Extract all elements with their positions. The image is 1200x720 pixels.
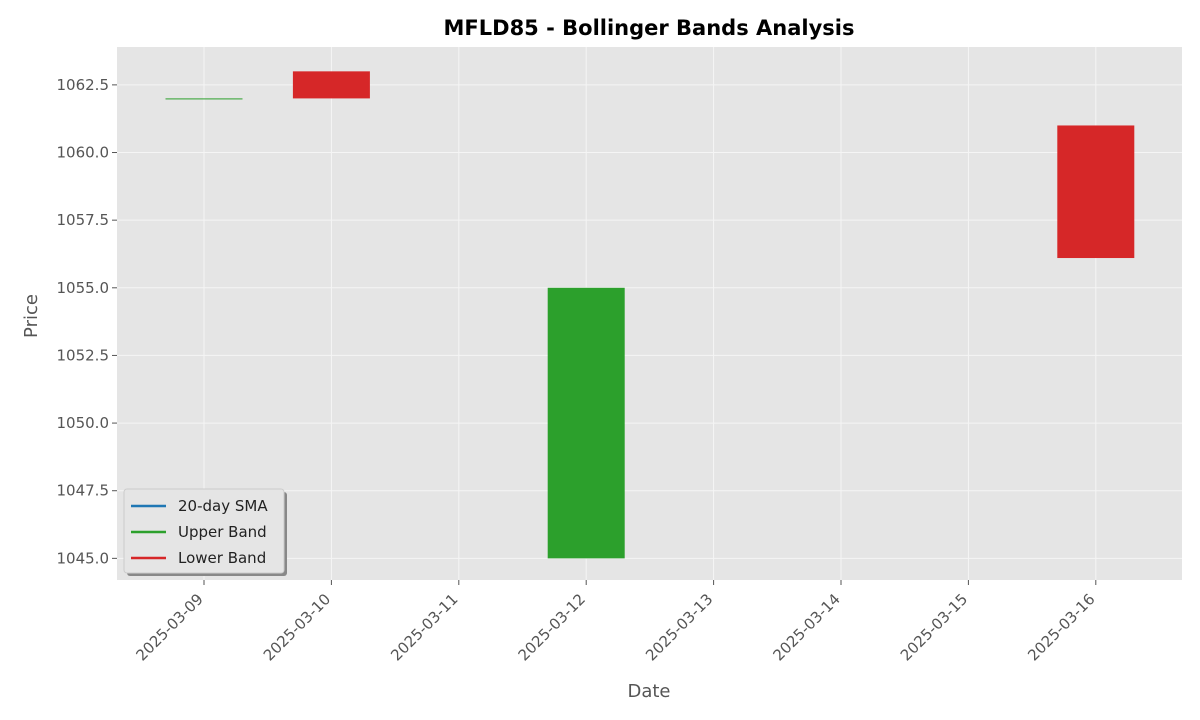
candle-2025-03-09 [165,98,243,100]
y-tick-label: 1047.5 [57,482,110,500]
x-tick-label: 2025-03-09 [132,590,206,664]
y-tick-label: 1060.0 [57,144,110,162]
x-tick-label: 2025-03-10 [260,590,334,664]
x-tick-label: 2025-03-12 [515,590,589,664]
legend-label: Lower Band [178,549,266,567]
chart-title: MFLD85 - Bollinger Bands Analysis [444,16,855,40]
candle-2025-03-12 [547,287,625,559]
x-tick-label: 2025-03-11 [387,590,461,664]
x-tick-label: 2025-03-14 [769,590,843,664]
y-axis-ticks: 1045.0 1047.5 1050.0 1052.5 1055.0 1057.5 1060… [57,76,117,567]
candle-2025-03-10 [292,71,370,99]
y-tick-label: 1050.0 [57,414,110,432]
y-tick-label: 1055.0 [57,279,110,297]
legend-label: 20-day SMA [178,497,268,515]
y-axis-label: Price [21,294,42,338]
candle-2025-03-16 [1057,125,1135,259]
legend-box [123,488,285,574]
x-tick-label: 2025-03-13 [642,590,716,664]
candles [165,71,1135,559]
y-tick-label: 1052.5 [57,346,110,364]
x-axis-ticks: 2025-03-09 2025-03-10 2025-03-11 2025-03-12… [132,580,1099,664]
legend: 20-day SMA Upper Band Lower Band [123,488,287,576]
x-axis-label: Date [627,681,670,702]
y-tick-label: 1062.5 [57,76,110,94]
y-tick-label: 1057.5 [57,211,110,229]
x-tick-label: 2025-03-16 [1024,590,1098,664]
legend-label: Upper Band [178,523,267,541]
x-tick-label: 2025-03-15 [897,590,971,664]
y-tick-label: 1045.0 [57,549,110,567]
